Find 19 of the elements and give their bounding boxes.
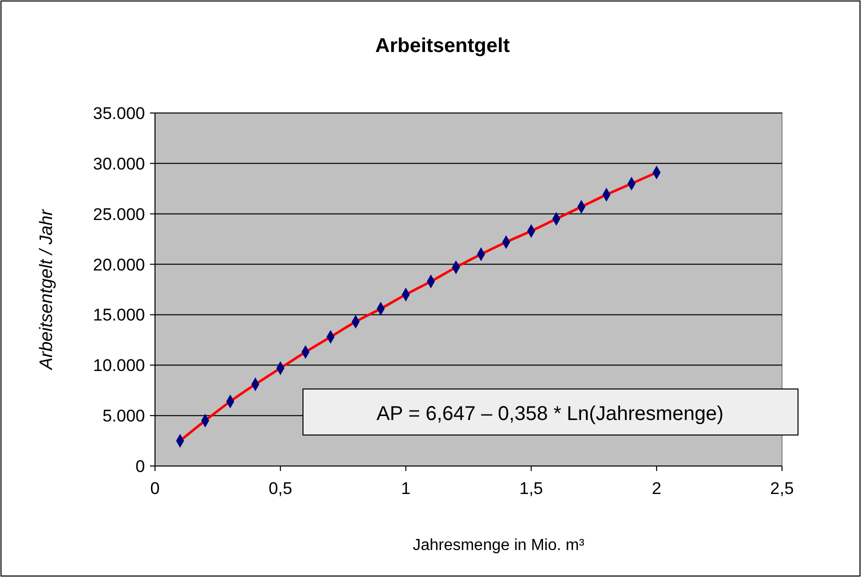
x-tick-label: 1	[401, 479, 411, 498]
y-tick-label: 10.000	[93, 356, 145, 376]
x-tick-label: 1,5	[519, 479, 544, 498]
y-axis-title: Arbeitsentgelt / Jahr	[36, 208, 56, 371]
x-axis-title: Jahresmenge in Mio. m³	[412, 537, 585, 554]
y-tick-label: 30.000	[93, 154, 145, 174]
annotation: AP = 6,647 – 0,358 * Ln(Jahresmenge)	[376, 403, 724, 425]
y-tick-label: 35.000	[93, 104, 145, 123]
y-tick-label: 20.000	[93, 255, 145, 274]
y-tick-label: 15.000	[93, 306, 145, 325]
x-tick-label: 0	[150, 479, 160, 498]
x-tick-label: 2,5	[770, 479, 794, 498]
x-tick-label: 2	[652, 479, 662, 498]
x-tick-label: 0,5	[268, 479, 292, 498]
y-tick-label: 0	[136, 457, 145, 476]
y-tick-label: 5.000	[102, 406, 145, 426]
formula-text-box: AP = 6,647 – 0,358 * Ln(Jahresmenge)	[302, 388, 798, 436]
y-tick-label: 25.000	[93, 204, 145, 224]
chart-title: Arbeitsentgelt	[375, 35, 510, 57]
